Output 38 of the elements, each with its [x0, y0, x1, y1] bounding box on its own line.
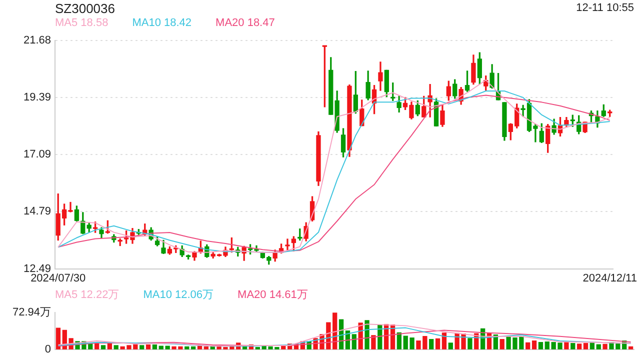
bar [100, 345, 106, 350]
bar [468, 338, 472, 350]
bar [602, 344, 608, 350]
y-tick-label: 19.39 [23, 91, 51, 104]
bar [532, 340, 537, 350]
bar [596, 344, 601, 350]
text: MA5 18.58 [55, 16, 108, 30]
y-tick-label: 17.09 [23, 148, 51, 161]
text: MA20 14.61万 [238, 288, 308, 302]
y-tick-label: 21.68 [23, 34, 51, 47]
text: MA5 12.22万 [55, 288, 120, 302]
x-tick-label: 2024/07/30 [30, 272, 86, 284]
bar [448, 342, 453, 350]
bar [544, 341, 550, 350]
chart-title: SZ300036 [55, 1, 115, 16]
bar [435, 338, 440, 350]
bar [371, 335, 376, 350]
text: MA10 12.06万 [143, 288, 214, 302]
bar [165, 346, 170, 350]
y-tick-label: 72.94万 [12, 306, 51, 319]
bar [158, 346, 164, 350]
bar [564, 342, 569, 350]
bar [364, 320, 370, 350]
bar [429, 339, 434, 350]
bar [538, 342, 544, 350]
text: 12-11 10:55 [576, 2, 634, 14]
bar [570, 342, 576, 350]
bar [140, 345, 144, 350]
bar [583, 342, 588, 350]
text: MA20 18.47 [216, 16, 275, 30]
y-tick-label: 0 [44, 343, 51, 356]
y-tick-label: 12.49 [23, 262, 51, 275]
y-tick-label: 14.79 [23, 206, 51, 218]
bar [114, 345, 118, 350]
text: MA10 18.42 [132, 16, 192, 30]
bar [576, 344, 582, 350]
bar [500, 339, 504, 350]
x-tick-label: 2024/12/11 [582, 272, 637, 284]
